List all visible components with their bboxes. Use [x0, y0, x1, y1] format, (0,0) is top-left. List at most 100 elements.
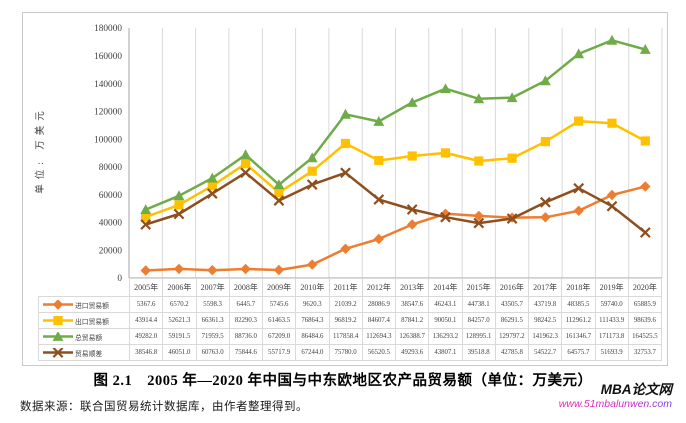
value-cell: 88736.0	[228, 328, 264, 345]
year-header-cell: 2015年	[461, 278, 496, 297]
value-cell: 87841.2	[394, 312, 430, 329]
value-cell: 111433.9	[594, 312, 629, 329]
series-name: 进口贸易额	[75, 302, 109, 310]
value-cell: 59191.5	[162, 328, 197, 345]
series-name: 贸易顺差	[75, 350, 103, 358]
value-cell: 129797.2	[494, 328, 530, 345]
value-cell: 28086.9	[361, 296, 397, 313]
value-cell: 61463.5	[261, 312, 297, 329]
value-cell: 44738.1	[461, 296, 496, 313]
value-cell: 54522.7	[527, 344, 563, 361]
data-source-note: 数据来源：联合国贸易统计数据库，由作者整理得到。	[20, 401, 308, 413]
value-cell: 59740.0	[594, 296, 629, 313]
value-cell: 51693.9	[594, 344, 629, 361]
value-cell: 71959.5	[195, 328, 230, 345]
series-name: 出口贸易额	[75, 318, 109, 326]
value-cell: 76864.3	[295, 312, 330, 329]
value-cell: 98639.6	[627, 312, 663, 329]
value-cell: 86291.5	[494, 312, 530, 329]
value-cell: 84607.4	[361, 312, 397, 329]
value-cell: 136293.2	[428, 328, 463, 345]
value-cell: 112694.3	[361, 328, 397, 345]
value-cell: 43914.4	[128, 312, 164, 329]
year-header-cell: 2008年	[228, 278, 264, 297]
value-cell: 67244.0	[295, 344, 330, 361]
value-cell: 112961.2	[561, 312, 596, 329]
value-cell: 66361.3	[195, 312, 230, 329]
legend-cell-total: 总贸易额	[38, 328, 130, 345]
value-cell: 46051.0	[162, 344, 197, 361]
value-cell: 6570.2	[162, 296, 197, 313]
value-cell: 5367.6	[128, 296, 164, 313]
value-cell: 75844.6	[228, 344, 264, 361]
year-header-cell: 2010年	[295, 278, 330, 297]
value-cell: 55717.9	[261, 344, 297, 361]
year-header-cell: 2007年	[195, 278, 230, 297]
value-cell: 65885.9	[627, 296, 663, 313]
table-row: 总贸易额 49282.0 59191.5 71959.5 88736.0 67209.0 8…	[38, 328, 663, 345]
year-header-cell: 2011年	[328, 278, 363, 297]
svg-text:160000: 160000	[94, 52, 122, 62]
figure-caption: 图 2.1 2005 年—2020 年中国与中东欧地区农产品贸易额（单位：万美元…	[93, 373, 593, 389]
value-cell: 5598.3	[195, 296, 230, 313]
value-cell: 90050.1	[428, 312, 463, 329]
year-header-cell: 2018年	[561, 278, 596, 297]
value-cell: 164525.5	[627, 328, 663, 345]
value-cell: 9620.3	[295, 296, 330, 313]
svg-text:100000: 100000	[94, 135, 122, 145]
year-header-cell: 2009年	[261, 278, 297, 297]
svg-text:60000: 60000	[99, 191, 123, 201]
value-cell: 117858.4	[328, 328, 363, 345]
watermark: MBA论文网 www.51mbalunwen.com	[558, 382, 672, 410]
svg-text:120000: 120000	[94, 108, 122, 118]
value-cell: 86484.6	[295, 328, 330, 345]
value-cell: 48385.5	[561, 296, 596, 313]
table-row: 进口贸易额 5367.6 6570.2 5598.3 6445.7 5745.6 9620.…	[38, 296, 663, 313]
year-header-cell: 2016年	[494, 278, 530, 297]
value-cell: 161346.7	[561, 328, 596, 345]
year-header-cell: 2005年	[128, 278, 164, 297]
value-cell: 84257.0	[461, 312, 496, 329]
value-cell: 21039.2	[328, 296, 363, 313]
svg-text:180000: 180000	[94, 24, 122, 34]
value-cell: 126388.7	[394, 328, 430, 345]
legend-surplus-marker-icon	[43, 347, 73, 358]
value-cell: 49293.6	[394, 344, 430, 361]
year-header-cell: 2013年	[394, 278, 430, 297]
chart-data-table: 2005年 2006年 2007年 2008年 2009年 2010年 2011年 2012年…	[38, 278, 663, 361]
value-cell: 6445.7	[228, 296, 264, 313]
value-cell: 75780.0	[328, 344, 363, 361]
legend-cell-import: 进口贸易额	[38, 296, 130, 313]
svg-text:80000: 80000	[99, 163, 123, 173]
year-header-cell: 2019年	[594, 278, 629, 297]
value-cell: 52621.3	[162, 312, 197, 329]
svg-text:140000: 140000	[94, 80, 122, 90]
year-header-cell: 2012年	[361, 278, 397, 297]
year-header-cell: 2017年	[527, 278, 563, 297]
value-cell: 56520.5	[361, 344, 397, 361]
value-cell: 32753.7	[627, 344, 663, 361]
year-header-cell: 2006年	[162, 278, 197, 297]
watermark-site-name: MBA论文网	[600, 382, 672, 397]
table-row: 贸易顺差 38546.8 46051.0 60763.0 75844.6 55717.9 6…	[38, 344, 663, 361]
value-cell: 171173.8	[594, 328, 629, 345]
value-cell: 38547.6	[394, 296, 430, 313]
svg-text:20000: 20000	[99, 246, 123, 256]
chart-figure: 单位: 万美元 0 20000 40000 60000 80000 100000 12000…	[22, 12, 668, 366]
value-cell: 49282.0	[128, 328, 164, 345]
table-header-row: 2005年 2006年 2007年 2008年 2009年 2010年 2011年 2012年…	[39, 278, 663, 297]
value-cell: 42785.8	[494, 344, 530, 361]
legend-cell-export: 出口贸易额	[38, 312, 130, 329]
legend-export-marker-icon	[43, 315, 73, 325]
value-cell: 82290.3	[228, 312, 264, 329]
svg-text:0: 0	[117, 274, 122, 284]
value-cell: 38546.8	[128, 344, 164, 361]
watermark-url: www.51mbalunwen.com	[558, 397, 672, 410]
series-name: 总贸易额	[75, 334, 103, 342]
year-header-cell: 2020年	[627, 278, 663, 297]
value-cell: 5745.6	[261, 296, 297, 313]
value-cell: 128995.1	[461, 328, 496, 345]
value-cell: 39518.8	[461, 344, 496, 361]
value-cell: 141962.3	[527, 328, 563, 345]
